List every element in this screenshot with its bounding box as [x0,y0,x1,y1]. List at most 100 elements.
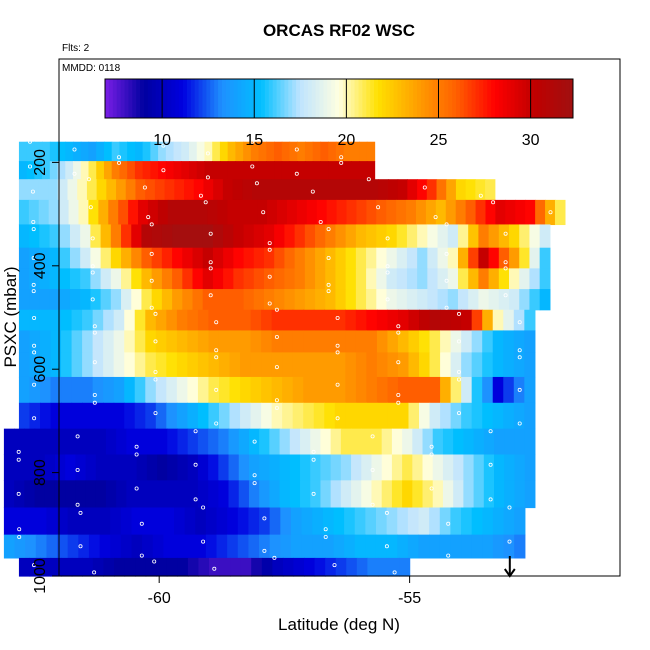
observation-dot [193,462,198,467]
heatmap-cell [61,330,73,353]
heatmap-cell [18,141,28,162]
heatmap-cell [135,179,146,201]
heatmap-cell [182,268,194,290]
heatmap-cell [110,289,122,311]
heatmap-cell [126,454,138,481]
observation-dot [32,343,37,348]
heatmap-cell [65,161,74,180]
heatmap-cell [106,480,117,509]
heatmap-cell [250,330,262,353]
heatmap-cell [461,309,473,332]
heatmap-cell [344,534,356,559]
heatmap-cell [49,247,61,269]
heatmap-cell [312,161,322,180]
heatmap-cell [279,480,291,509]
heatmap-cell [271,330,283,353]
heatmap-cell [71,309,83,332]
heatmap-cell [259,507,271,536]
heatmap-cell [78,199,90,226]
observation-dot [205,175,210,180]
heatmap-cell [77,179,88,201]
heatmap-cell [387,309,399,332]
colorbar-segment [163,79,168,118]
heatmap-cell [463,428,475,456]
heatmap-cell [69,224,81,249]
observation-dot [376,205,381,210]
heatmap-cell [247,199,258,226]
heatmap-cell [197,309,210,332]
heatmap-cell [447,289,459,311]
heatmap-cell [376,352,389,378]
heatmap-cell [131,507,143,536]
heatmap-cell [386,534,398,559]
colorbar-segment [530,79,535,118]
heatmap-cell [498,224,510,249]
heatmap-cell [290,507,303,536]
heatmap-cell [503,507,515,536]
colorbar-segment [300,79,305,118]
heatmap-cell [345,224,357,249]
heatmap-cell [315,224,326,249]
colorbar-segment [495,79,500,118]
heatmap-cell [324,376,336,404]
observation-dot [456,311,461,316]
heatmap-cell [176,309,188,332]
heatmap-cell [529,224,541,249]
heatmap-cell [417,179,428,201]
heatmap-cell [146,428,158,456]
heatmap-cell [359,161,368,180]
observation-dot [274,334,279,339]
heatmap-cell [346,199,358,226]
heatmap-cell [14,428,25,456]
observation-dot [32,350,37,355]
heatmap-cell [243,141,252,162]
heatmap-cell [174,534,186,559]
heatmap-cell [271,402,283,430]
heatmap-cell [150,141,159,162]
observation-dot [193,429,198,434]
heatmap-cell [98,199,109,226]
colorbar-segment [112,79,118,118]
observation-dot [212,566,217,571]
colorbar-segment [124,79,129,118]
heatmap-cell [432,454,444,481]
heatmap-cell [44,480,56,509]
heatmap-cell [381,480,393,509]
colorbar-segment [198,79,203,118]
heatmap-cell [304,224,316,249]
colorbar-segment [186,79,192,118]
heatmap-cell [397,402,410,430]
heatmap-cell [192,224,204,249]
heatmap-cell [418,534,430,559]
heatmap-cell [208,352,220,378]
heatmap-cell [432,428,444,456]
observation-dot [311,457,316,462]
observation-dot [214,355,219,360]
heatmap-cell [240,557,252,577]
heatmap-cell [468,247,479,269]
observation-dot [310,189,315,194]
heatmap-cell [238,428,250,456]
heatmap-cell [106,179,117,201]
heatmap-cell [90,268,102,290]
colorbar-segment [233,79,239,118]
heatmap-cell [182,247,194,269]
observation-dot [193,497,198,502]
heatmap-cell [294,224,306,249]
heatmap-cell [375,534,388,559]
heatmap-cell [151,247,163,269]
heatmap-cell [334,376,346,404]
heatmap-cell [219,141,229,162]
heatmap-cell [381,454,393,481]
heatmap-cell [429,330,441,353]
heatmap-cell [371,454,383,481]
heatmap-cell [3,454,15,481]
heatmap-cell [39,224,51,249]
heatmap-cell [494,480,505,509]
heatmap-cell [272,557,284,577]
heatmap-cell [303,330,315,353]
heatmap-cell [319,179,331,201]
heatmap-cell [145,179,156,201]
heatmap-cell [250,161,260,180]
heatmap-cell [29,330,41,353]
